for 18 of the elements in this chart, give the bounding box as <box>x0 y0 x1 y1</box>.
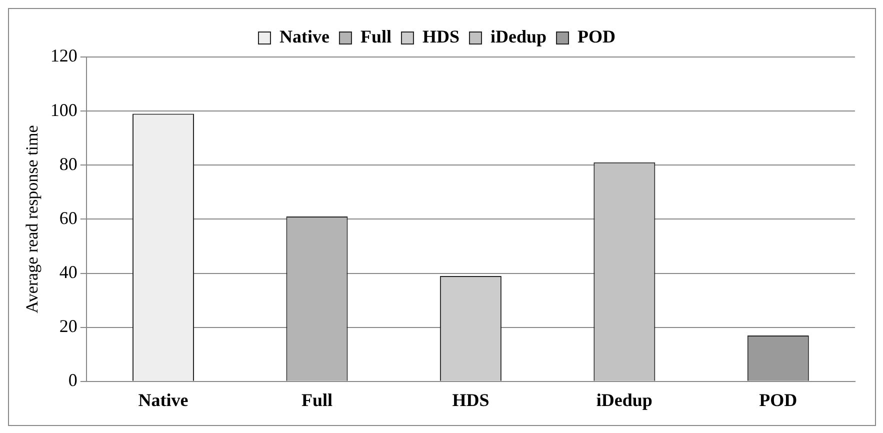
legend-label: iDedup <box>490 26 547 47</box>
y-tick-label: 20 <box>59 316 78 336</box>
legend-label: Native <box>279 26 330 47</box>
y-tick-label: 120 <box>50 46 78 66</box>
x-tick-label: iDedup <box>596 390 652 410</box>
legend-label: Full <box>360 26 392 47</box>
x-tick-label: Native <box>138 390 188 410</box>
x-tick-label: Full <box>301 390 332 410</box>
legend-label: POD <box>578 26 616 47</box>
y-tick-label: 40 <box>59 262 78 282</box>
legend-label: HDS <box>422 26 460 47</box>
y-tick-label: 100 <box>50 100 78 120</box>
x-tick-label: HDS <box>452 390 490 410</box>
y-tick-label: 60 <box>59 208 78 228</box>
y-tick-label: 0 <box>68 370 78 390</box>
y-axis-title: Average read response time <box>22 125 42 314</box>
y-tick-label: 80 <box>59 154 78 174</box>
x-tick-label: POD <box>759 390 798 410</box>
